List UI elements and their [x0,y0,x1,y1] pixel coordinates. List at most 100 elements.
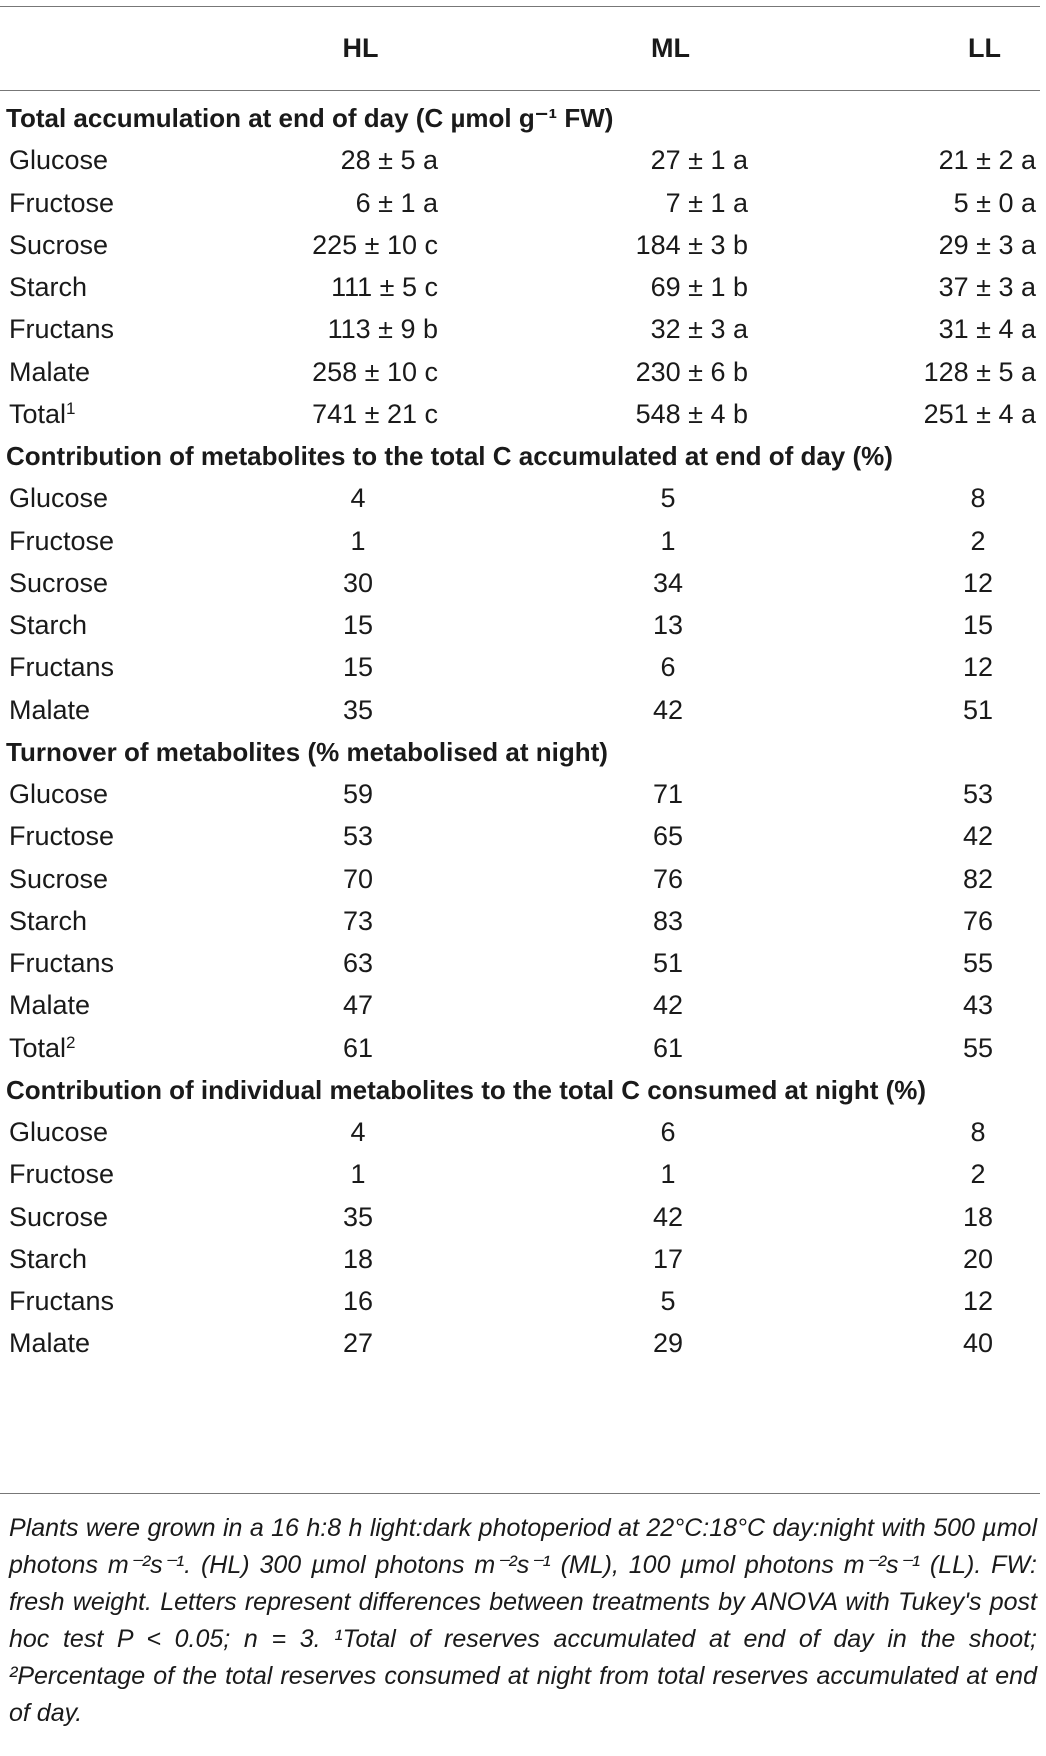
cell-ll: 29 ± 3 a [938,229,1036,260]
row-label-text: Fructans [9,652,115,683]
row-label: Fructose [9,813,114,860]
cell-ll: 21 ± 2 a [938,145,1036,176]
cell-hl: 35 [342,694,374,725]
row-label-text: Glucose [9,779,109,809]
cell-ml: 83 [652,905,684,936]
row-label: Starch [9,898,87,945]
table-row: Fructans 113 ± 9 b 32 ± 3 a 31 ± 4 a [0,306,1046,353]
header-rule [0,90,1040,91]
row-label: Fructans [9,940,114,987]
cell-ml: 548 ± 4 b [635,398,748,429]
table-row: Glucose 4 6 8 [0,1109,1046,1156]
cell-hl: 15 [342,610,374,640]
row-label-text: Glucose [9,483,109,514]
row-label-text: Sucrose [9,567,109,598]
row-label-text: Malate [9,990,91,1021]
table-row: Glucose 4 5 8 [0,475,1046,522]
cell-ll: 55 [962,1032,994,1063]
cell-ll: 55 [962,948,994,978]
cell-ml: 42 [652,1201,684,1232]
cell-ml: 1 [660,1159,676,1190]
cell-ll: 18 [962,1201,994,1232]
row-label: Glucose [9,1109,108,1156]
row-label: Malate [9,349,90,396]
row-label-text: Glucose [9,145,109,176]
column-header-hl: HL [342,33,379,63]
cell-ml: 51 [652,948,684,978]
row-label: Malate [9,982,90,1029]
table-row: Fructose 1 1 2 [0,1151,1046,1198]
table-row: Malate 47 42 43 [0,982,1046,1029]
cell-hl: 53 [342,821,374,852]
row-label: Total2 [9,1025,76,1072]
cell-ml: 17 [652,1243,684,1274]
cell-hl: 258 ± 10 c [312,356,438,387]
section-title: Total accumulation at end of day (C µmol… [6,103,614,133]
top-rule [0,6,1040,7]
cell-ml: 32 ± 3 a [650,314,748,345]
cell-hl: 35 [342,1201,374,1232]
row-label-text: Starch [9,905,88,936]
row-label: Sucrose [9,560,108,607]
row-label-text: Total [9,398,67,429]
row-label: Glucose [9,137,108,184]
row-label: Fructose [9,1151,114,1198]
cell-hl: 59 [342,779,374,809]
table-row: Sucrose 35 42 18 [0,1194,1046,1241]
section-title: Contribution of individual metabolites t… [6,1074,927,1105]
cell-hl: 111 ± 5 c [331,272,438,302]
cell-ll: 42 [962,821,994,852]
cell-hl: 27 [342,1328,374,1359]
cell-ml: 65 [652,821,684,852]
cell-hl: 225 ± 10 c [312,229,438,260]
cell-hl: 28 ± 5 a [340,145,438,176]
cell-ml: 230 ± 6 b [635,356,748,387]
cell-ll: 40 [962,1328,994,1359]
cell-ll: 12 [962,1286,994,1316]
row-label: Total1 [9,391,76,438]
row-label-text: Malate [9,1328,91,1359]
bottom-rule [0,1493,1040,1494]
row-label: Malate [9,687,90,734]
cell-hl: 1 [350,525,366,556]
cell-ll: 82 [962,863,994,894]
cell-ll: 2 [970,1159,986,1190]
row-label: Sucrose [9,1194,108,1241]
cell-hl: 61 [342,1032,374,1063]
cell-hl: 63 [342,948,374,978]
cell-ml: 6 [660,652,676,683]
row-label-text: Starch [9,610,88,640]
cell-ll: 5 ± 0 a [953,187,1036,218]
row-label-text: Fructose [9,1159,115,1190]
row-label: Sucrose [9,856,108,903]
table-row: Malate 27 29 40 [0,1320,1046,1367]
cell-hl: 1 [350,1159,366,1190]
cell-hl: 30 [342,567,374,598]
row-label: Fructans [9,1278,114,1325]
cell-ll: 128 ± 5 a [923,356,1036,387]
row-label-text: Fructose [9,821,115,852]
row-label-text: Fructans [9,1286,115,1316]
table-row: Sucrose 30 34 12 [0,560,1046,607]
column-header-ml: ML [651,33,690,63]
row-label: Fructans [9,306,114,353]
table-row: Sucrose 225 ± 10 c 184 ± 3 b 29 ± 3 a [0,222,1046,269]
cell-ml: 6 [660,1117,676,1147]
table-row: Fructose 6 ± 1 a 7 ± 1 a 5 ± 0 a [0,180,1046,227]
cell-hl: 16 [342,1286,374,1316]
cell-ml: 42 [652,990,684,1021]
cell-ml: 42 [652,694,684,725]
cell-ll: 12 [962,652,994,683]
table-row: Glucose 28 ± 5 a 27 ± 1 a 21 ± 2 a [0,137,1046,184]
table-row: Starch 111 ± 5 c 69 ± 1 b 37 ± 3 a [0,264,1046,311]
row-label-text: Glucose [9,1117,109,1147]
cell-hl: 4 [350,483,366,514]
cell-hl: 47 [342,990,374,1021]
row-label: Glucose [9,771,108,818]
cell-ml: 7 ± 1 a [665,187,748,218]
table-row: Glucose 59 71 53 [0,771,1046,818]
cell-ml: 69 ± 1 b [650,272,748,302]
table-row: Fructose 53 65 42 [0,813,1046,860]
table-row: Starch 15 13 15 [0,602,1046,649]
cell-ll: 2 [970,525,986,556]
